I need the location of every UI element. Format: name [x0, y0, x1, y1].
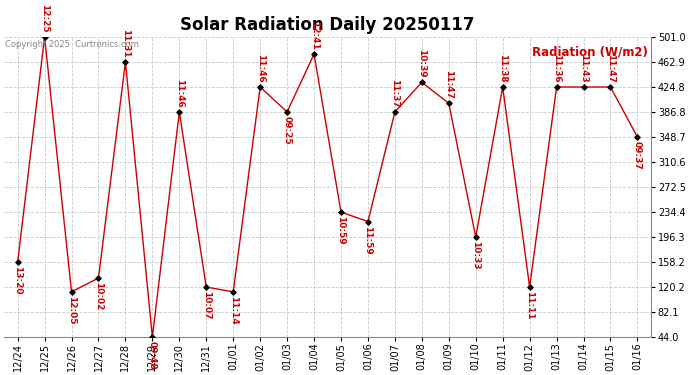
Point — [470, 234, 481, 240]
Text: 11:46: 11:46 — [175, 79, 184, 108]
Point — [632, 134, 643, 140]
Point — [605, 84, 616, 90]
Point — [201, 284, 212, 290]
Text: Radiation (W/m2): Radiation (W/m2) — [532, 46, 648, 59]
Point — [389, 109, 400, 115]
Text: 11:36: 11:36 — [552, 54, 561, 83]
Point — [228, 289, 239, 295]
Point — [524, 284, 535, 290]
Text: 10:07: 10:07 — [201, 291, 210, 320]
Text: 11:43: 11:43 — [579, 54, 588, 83]
Text: 11:38: 11:38 — [498, 54, 507, 83]
Text: 10:33: 10:33 — [471, 241, 480, 270]
Text: 09:25: 09:25 — [283, 116, 292, 145]
Text: 09:48: 09:48 — [148, 341, 157, 370]
Point — [66, 289, 77, 295]
Text: 11:46: 11:46 — [256, 54, 265, 83]
Point — [93, 275, 104, 281]
Point — [578, 84, 589, 90]
Text: 10:02: 10:02 — [94, 282, 103, 310]
Text: 09:37: 09:37 — [633, 141, 642, 170]
Point — [551, 84, 562, 90]
Point — [174, 109, 185, 115]
Point — [497, 84, 509, 90]
Point — [282, 109, 293, 115]
Text: 12:05: 12:05 — [67, 296, 76, 324]
Title: Solar Radiation Daily 20250117: Solar Radiation Daily 20250117 — [180, 16, 475, 34]
Text: 11:37: 11:37 — [391, 79, 400, 108]
Text: 11:11: 11:11 — [525, 291, 534, 320]
Point — [147, 334, 158, 340]
Text: 11:47: 11:47 — [606, 54, 615, 83]
Text: Copyright 2025  Curtronics.com: Copyright 2025 Curtronics.com — [6, 40, 139, 49]
Text: 12:41: 12:41 — [310, 21, 319, 50]
Text: 11:47: 11:47 — [444, 70, 453, 99]
Point — [362, 219, 373, 225]
Text: 10:39: 10:39 — [417, 50, 426, 78]
Text: 11:14: 11:14 — [228, 296, 238, 325]
Text: 11:59: 11:59 — [364, 226, 373, 255]
Point — [39, 34, 50, 40]
Point — [416, 79, 427, 85]
Text: 11:31: 11:31 — [121, 29, 130, 58]
Point — [443, 100, 454, 106]
Point — [335, 209, 346, 215]
Point — [12, 259, 23, 265]
Text: 13:20: 13:20 — [13, 266, 22, 295]
Point — [308, 51, 319, 57]
Text: 10:59: 10:59 — [337, 216, 346, 245]
Point — [120, 59, 131, 65]
Text: 12:25: 12:25 — [40, 4, 49, 33]
Point — [255, 84, 266, 90]
